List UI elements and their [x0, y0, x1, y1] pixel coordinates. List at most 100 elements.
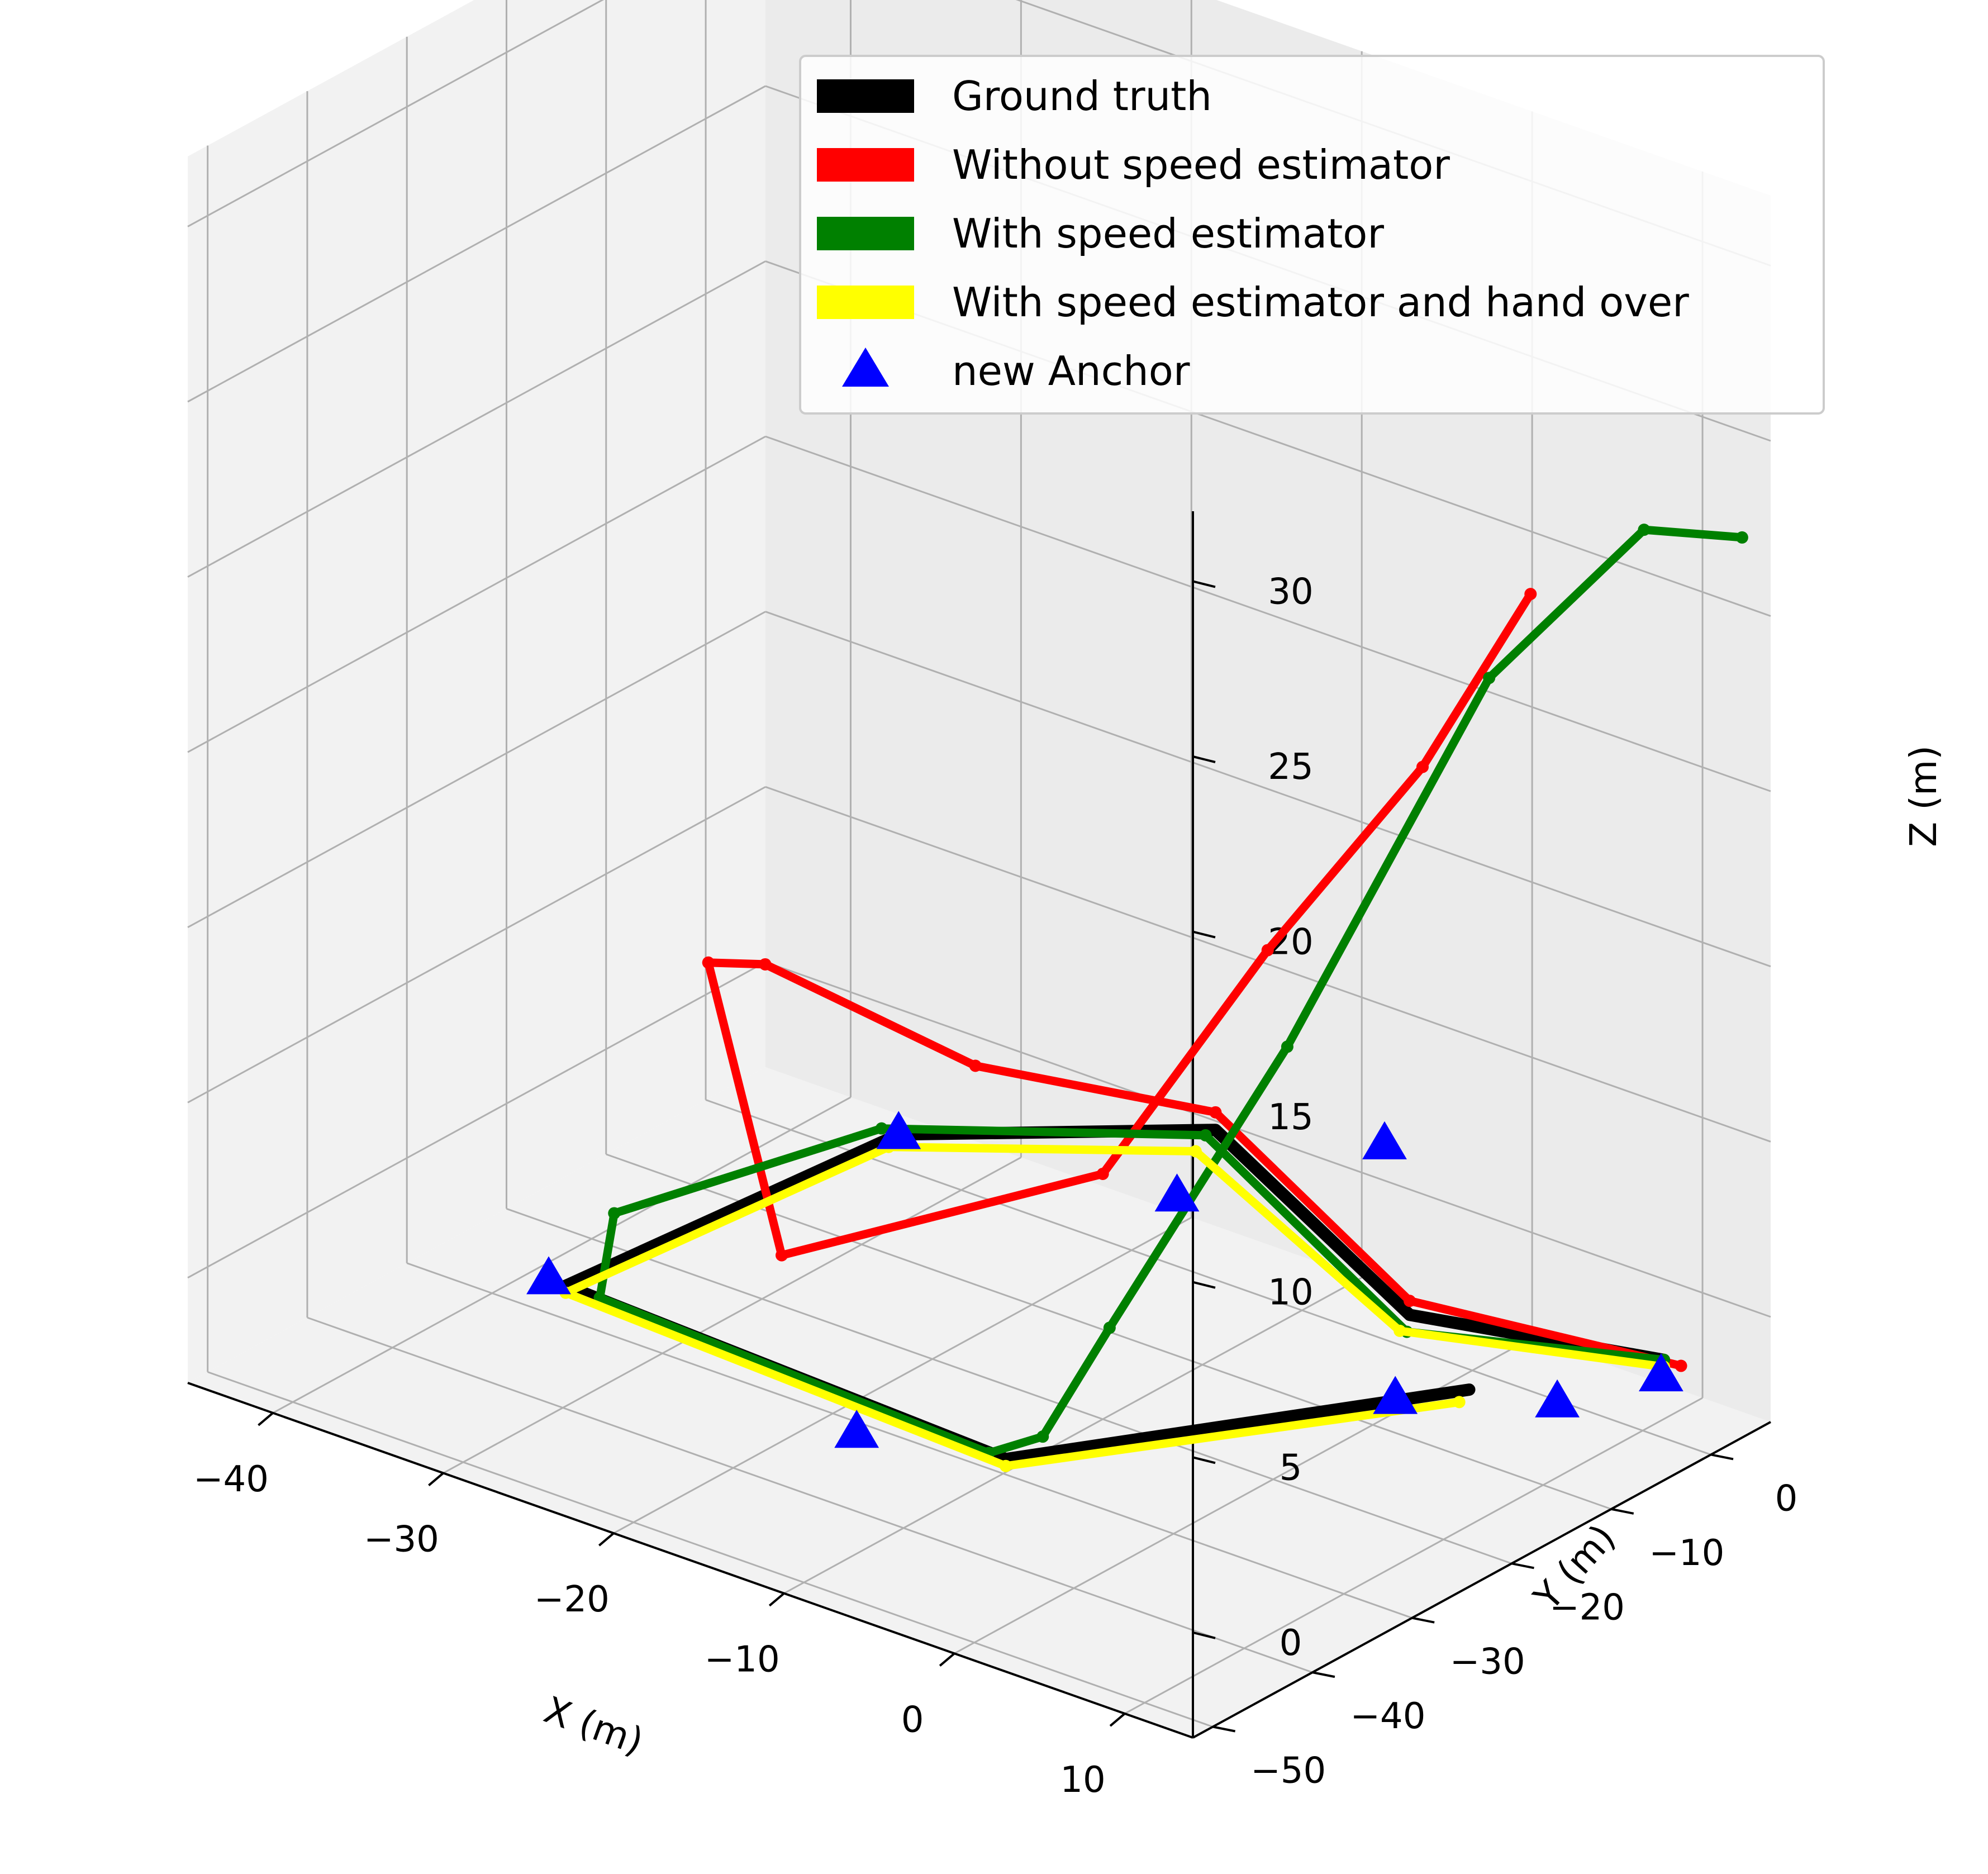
data-series [526, 524, 1748, 1472]
series-5-marker [834, 1410, 879, 1448]
legend: Ground truth Without speed estimator With … [799, 55, 1825, 415]
floor-pane [188, 1067, 1771, 1738]
y-tick-label: −10 [1649, 1533, 1724, 1574]
series-2-point [969, 1059, 982, 1072]
series-5-marker [1373, 1376, 1418, 1414]
legend-box [799, 55, 1825, 415]
x-tick-label: −20 [534, 1579, 610, 1620]
z-grid-back [765, 435, 1771, 792]
series-3-point [1483, 672, 1496, 684]
z-grid-left [187, 961, 766, 1279]
series-2-point [1675, 1359, 1687, 1372]
legend-swatch [842, 348, 889, 387]
series-2-point [1096, 1167, 1109, 1180]
y-tick-label: 0 [1775, 1478, 1798, 1519]
z-grid-left [187, 260, 766, 578]
z-tick-label: 30 [1268, 571, 1313, 612]
x-axis-label: X (m) [539, 1688, 649, 1764]
x-axis-line [187, 1382, 1193, 1739]
y-axis-line [1192, 1421, 1771, 1739]
x-tick-label: −30 [364, 1519, 439, 1560]
series-5-marker [876, 1111, 921, 1149]
z-tick [1192, 1456, 1216, 1464]
legend-swatch [817, 286, 914, 319]
left-wall-pane [188, 0, 765, 1383]
series-5-marker [1535, 1379, 1580, 1418]
x-grid-floor [443, 1157, 1022, 1474]
x-tick [1109, 1713, 1126, 1727]
series-3-point [1199, 1129, 1212, 1141]
legend-label: With speed estimator and hand over [952, 279, 1689, 326]
y-tick [1312, 1671, 1335, 1678]
z-tick [1192, 1631, 1216, 1639]
x-tick-label: −40 [193, 1459, 269, 1500]
z-tick [1192, 1281, 1216, 1289]
x-tick [598, 1532, 615, 1547]
x-tick [939, 1652, 955, 1667]
series-3-point [1638, 524, 1651, 536]
series-2-point [1524, 588, 1537, 601]
series-5-marker [1362, 1121, 1407, 1159]
legend-swatch [817, 217, 914, 250]
series-2-point [1416, 760, 1429, 773]
z-tick-label: 5 [1280, 1447, 1302, 1488]
x-tick [768, 1592, 785, 1607]
series-3-point [1735, 531, 1748, 544]
z-tick [1192, 580, 1216, 588]
series-2-point [702, 956, 715, 969]
axis-ticks: −40−30−20−100100−10−20−30−40−50051015202… [193, 571, 1797, 1801]
series-4-point [1453, 1396, 1466, 1409]
series-5-marker [1639, 1353, 1683, 1392]
legend-label: With speed estimator [952, 210, 1384, 257]
legend-label: new Anchor [952, 348, 1190, 394]
z-grid-left [187, 85, 766, 403]
y-grid-floor [506, 1207, 1512, 1564]
y-tick [1212, 1725, 1236, 1733]
z-grid-left [187, 435, 766, 753]
series-4-point [1000, 1459, 1012, 1472]
z-axis-label: Z (m) [1902, 745, 1945, 847]
x-tick [428, 1472, 444, 1486]
series-2-point [759, 958, 772, 971]
legend-label: Without speed estimator [952, 141, 1450, 188]
y-tick-label: −30 [1450, 1642, 1525, 1683]
z-grid-back [765, 961, 1771, 1318]
series-2-point [1404, 1295, 1416, 1307]
z-tick [1192, 930, 1216, 939]
series-4-point [1393, 1324, 1406, 1337]
series-3-point [608, 1207, 621, 1220]
z-tick-label: 25 [1268, 746, 1313, 788]
y-tick-label: −20 [1549, 1587, 1625, 1628]
z-tick-label: 15 [1268, 1097, 1313, 1138]
legend-label: Ground truth [952, 73, 1212, 120]
z-tick-label: 10 [1268, 1272, 1313, 1314]
x-tick-label: 10 [1060, 1759, 1105, 1801]
y-grid-floor [406, 1262, 1412, 1619]
y-tick [1511, 1562, 1534, 1569]
y-tick [1411, 1616, 1435, 1624]
y-tick [1611, 1507, 1634, 1515]
series-5-marker [1154, 1173, 1200, 1212]
series-3-point [1036, 1430, 1049, 1443]
x-tick-label: 0 [901, 1699, 924, 1740]
y-grid-floor [207, 1371, 1214, 1728]
series-5-marker [526, 1256, 571, 1295]
x-tick [258, 1412, 274, 1426]
series-2-point [1261, 944, 1274, 957]
y-tick-label: −40 [1350, 1696, 1425, 1737]
z-grid-left [187, 0, 605, 227]
x-grid-floor [783, 1277, 1362, 1595]
x-grid-floor [1124, 1397, 1703, 1715]
x-tick-label: −10 [705, 1639, 780, 1681]
z-grid-back [765, 786, 1771, 1143]
z-tick-label: 0 [1280, 1623, 1302, 1664]
z-grid-left [187, 611, 766, 929]
series-2-point [776, 1249, 788, 1262]
y-grid-floor [307, 1316, 1313, 1673]
x-grid-floor [613, 1216, 1192, 1534]
legend-swatch [817, 148, 914, 182]
z-grid-left [187, 786, 766, 1104]
series-3-point [1281, 1040, 1293, 1053]
series-4-point [1189, 1145, 1202, 1158]
